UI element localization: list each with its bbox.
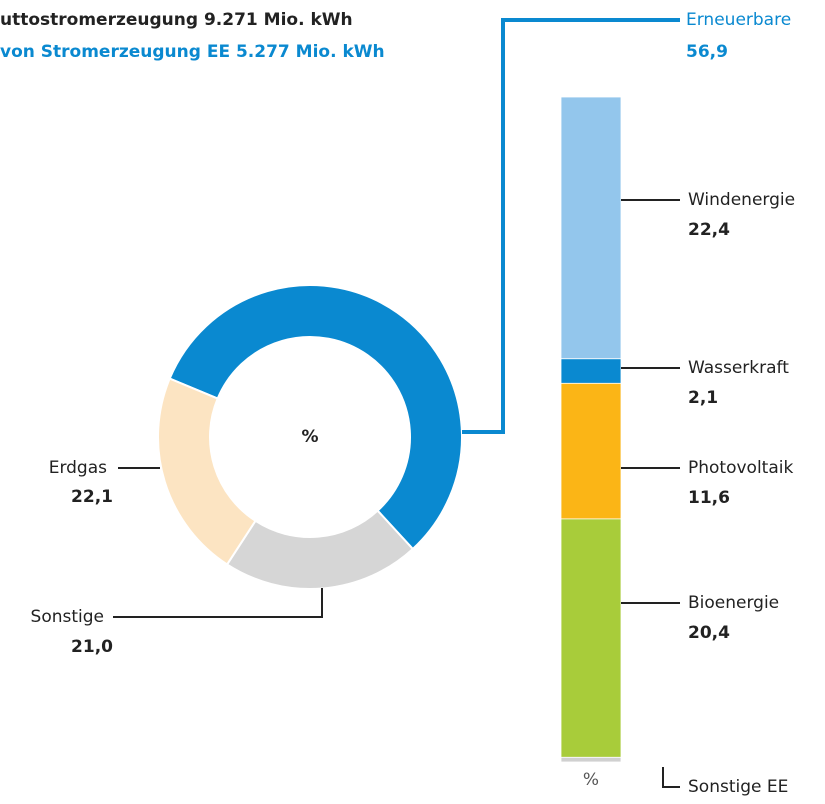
bar-segment <box>560 382 622 520</box>
donut-segment <box>157 377 257 566</box>
donut-segment <box>168 284 463 551</box>
value-label: 2,1 <box>688 388 718 408</box>
segment-label: Bioenergie <box>688 593 779 613</box>
bar-segment <box>560 756 622 763</box>
donut-unit: % <box>301 427 318 447</box>
segment-label: Windenergie <box>688 190 795 210</box>
bar-unit: % <box>583 770 599 790</box>
segment-label: Sonstige EE <box>688 777 788 797</box>
value-label: 11,6 <box>688 488 730 508</box>
bar-segment <box>560 96 622 360</box>
leader-line <box>662 767 680 788</box>
value-label: 56,9 <box>686 42 728 62</box>
chart-subtitle: von Stromerzeugung EE 5.277 Mio. kWh <box>0 42 385 62</box>
value-label: 22,1 <box>71 487 113 507</box>
segment-label: Erneuerbare <box>686 10 791 30</box>
chart-title: uttostromerzeugung 9.271 Mio. kWh <box>0 10 353 30</box>
leader-line <box>113 588 323 618</box>
segment-label: Erdgas <box>49 458 107 478</box>
value-label: 20,4 <box>688 623 730 643</box>
bar-segment <box>560 358 622 384</box>
segment-label: Photovoltaik <box>688 458 793 478</box>
leader-line <box>462 18 680 434</box>
value-label: 21,0 <box>71 637 113 657</box>
segment-label: Sonstige <box>31 607 104 627</box>
bar-segment <box>560 518 622 758</box>
value-label: 22,4 <box>688 220 730 240</box>
segment-label: Wasserkraft <box>688 358 789 378</box>
